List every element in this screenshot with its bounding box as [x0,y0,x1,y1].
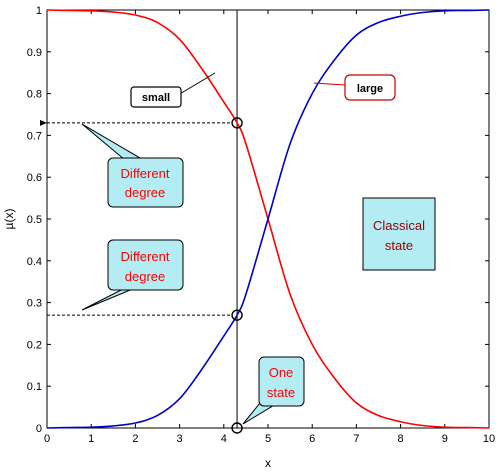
y-tick-label: 0.7 [27,130,42,142]
svg-text:Classical: Classical [373,218,425,233]
x-tick-label: 3 [177,433,183,445]
y-tick-label: 0.1 [27,381,42,393]
svg-text:state: state [385,238,413,253]
y-tick-label: 0.9 [27,47,42,59]
series-large-line [46,9,490,429]
y-tick-label: 0.6 [27,172,42,184]
callout-one-state: One state [242,356,305,425]
callout-small-text: small [142,92,170,104]
svg-text:Different: Different [121,249,170,264]
x-tick-label: 9 [442,433,448,445]
x-tick-label: 1 [88,433,94,445]
x-tick-label: 2 [132,433,138,445]
svg-text:One: One [269,365,294,380]
callout-different-degree-1: Different degree [81,123,184,208]
callout-dd1-line1: Different [121,166,170,181]
y-tick-label: 0 [36,423,42,435]
x-tick-label: 6 [309,433,315,445]
classical-state-line1: Classical [373,218,425,233]
x-tick-label: 4 [221,433,227,445]
y-tick-label: 1 [36,5,42,17]
svg-text:Different: Different [121,166,170,181]
svg-text:degree: degree [125,269,165,284]
highlight-point-zero [231,422,243,434]
y-tick-label: 0.5 [27,214,42,226]
callout-different-degree-2: Different degree [81,239,184,311]
callout-dd1-line2: degree [125,185,165,200]
x-tick-label: 7 [353,433,359,445]
callout-one-state-line1: One [269,365,294,380]
axis-ticks: 0 1 2 3 4 5 6 7 8 9 10 0 0.1 0.2 0.3 0.4 0.5 0.6 0.7 0.8 0.9… [27,5,495,445]
x-tick-label: 10 [483,433,495,445]
series-small-line [46,9,490,429]
y-tick-label: 0.8 [27,89,42,101]
y-axis-label: µ(x) [2,209,16,230]
classical-state-line2: state [385,238,413,253]
highlight-point-lower [231,309,243,321]
classical-state-box: Classical state [362,197,436,271]
svg-text:degree: degree [125,185,165,200]
x-axis-label: x [265,456,271,470]
x-tick-label: 5 [265,433,271,445]
svg-text:state: state [267,385,295,400]
callout-small: small [130,72,216,108]
y-tick-label: 0.3 [27,298,42,310]
x-tick-label: 0 [44,433,50,445]
y-tick-label: 0.2 [27,339,42,351]
x-tick-label: 8 [398,433,404,445]
callout-large-text: large [357,83,383,95]
y-tick-label: 0.4 [27,256,42,268]
highlight-point-upper [231,117,243,129]
callout-one-state-line2: state [267,385,295,400]
callout-large: large [313,74,396,101]
callout-dd2-line2: degree [125,269,165,284]
callout-dd2-line1: Different [121,249,170,264]
